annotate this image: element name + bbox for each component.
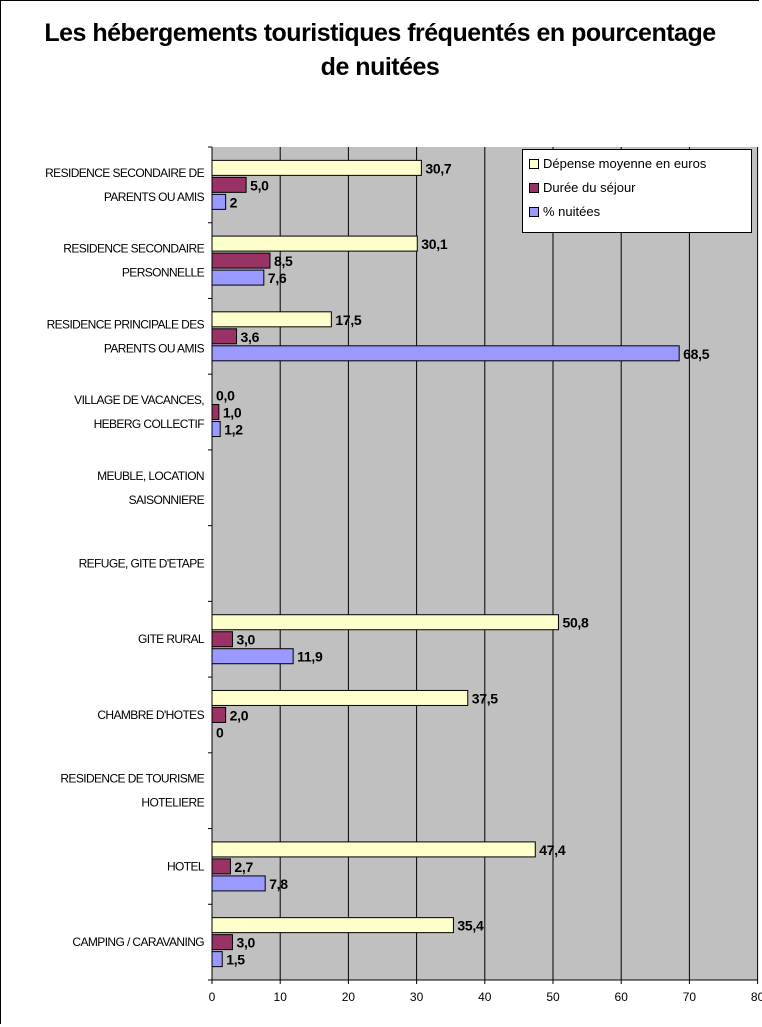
category-labels: RESIDENCE SECONDAIRE DE PARENTS OU AMIS RE…: [45, 166, 205, 949]
category-label: RESIDENCE PRINCIPALE DES: [47, 317, 205, 331]
category-label: SAISONNIERE: [129, 493, 205, 507]
data-label: 30,7: [425, 160, 452, 176]
data-label: 3,0: [236, 935, 255, 951]
legend-swatch: [529, 182, 539, 193]
bar: [211, 706, 227, 723]
category-label: CAMPING / CARAVANING: [72, 935, 204, 949]
bar: [211, 875, 266, 892]
data-label: 0: [216, 724, 224, 740]
data-label: 17,5: [335, 312, 362, 328]
x-tick-label: 50: [546, 990, 560, 1004]
category-label: HOTELIERE: [141, 796, 204, 810]
bar: [211, 159, 422, 176]
legend-label: % nuitées: [543, 204, 601, 219]
legend-item: Dépense moyenne en euros: [529, 156, 706, 171]
data-label: 68,5: [683, 346, 710, 362]
data-label: 7,6: [268, 270, 287, 286]
legend-item: Durée du séjour: [529, 180, 636, 195]
data-label: 2,7: [234, 859, 253, 875]
category-label: PARENTS OU AMIS: [104, 190, 205, 204]
bar: [211, 858, 231, 875]
x-tick-label: 10: [274, 990, 288, 1004]
x-tick-label: 80: [751, 990, 762, 1004]
x-tick-label: 0: [209, 990, 216, 1004]
category-label: RESIDENCE SECONDAIRE DE: [45, 166, 204, 180]
bar: [211, 269, 265, 286]
bar: [211, 841, 536, 858]
chart-title-text: Les hébergements touristiques fréquentés…: [44, 19, 716, 81]
bar: [211, 404, 220, 421]
data-label: 5,0: [250, 177, 269, 193]
bar: [211, 951, 223, 968]
category-label: HOTEL: [167, 859, 205, 873]
x-tick-label: 20: [342, 990, 356, 1004]
data-label: 2,0: [230, 707, 249, 723]
category-label: RESIDENCE SECONDAIRE: [63, 242, 204, 256]
x-tick-label: 60: [615, 990, 629, 1004]
data-label: 47,4: [539, 842, 566, 858]
category-label: REFUGE, GITE D'ETAPE: [79, 557, 205, 571]
data-label: 7,8: [269, 876, 288, 892]
x-tick-label: 40: [478, 990, 492, 1004]
legend-swatch: [529, 158, 539, 169]
bar: [211, 934, 233, 951]
x-tick-label: 30: [410, 990, 424, 1004]
data-label: 2: [230, 194, 238, 210]
bar: [211, 917, 454, 934]
category-label: PERSONNELLE: [122, 266, 205, 280]
data-label: 1,5: [226, 952, 245, 968]
data-label: 50,8: [562, 615, 589, 631]
data-label: 3,6: [241, 329, 260, 345]
data-labels: 30,7 5,0 2 30,1 8,57,6 17,5 3,6 68,5 0,01,01,2 50…: [216, 160, 710, 967]
data-label: 1,2: [224, 422, 243, 438]
category-label: VILLAGE DE VACANCES,: [74, 393, 204, 407]
bar: [211, 328, 238, 345]
bars: [211, 159, 680, 968]
bar: [211, 648, 294, 665]
bar: [211, 614, 559, 631]
category-label: HEBERG COLLECTIF: [94, 417, 205, 431]
category-label: PARENTS OU AMIS: [104, 341, 205, 355]
bar: [211, 631, 233, 648]
bar: [211, 421, 221, 438]
bar: [211, 311, 332, 328]
legend-item: % nuitées: [529, 204, 600, 219]
legend-label: Dépense moyenne en euros: [543, 156, 707, 171]
data-label: 11,9: [297, 649, 323, 665]
bar: [211, 252, 271, 269]
category-label: CHAMBRE D'HOTES: [97, 708, 204, 722]
data-label: 8,5: [274, 253, 293, 269]
x-tick-label: 70: [683, 990, 697, 1004]
category-label: MEUBLE, LOCATION: [97, 469, 204, 483]
bar: [211, 176, 247, 193]
legend-label: Durée du séjour: [543, 180, 636, 195]
x-tick-labels: 0 10 20 30 40 50 60 70 80: [209, 990, 762, 1004]
axes: [208, 146, 759, 984]
data-label: 0,0: [216, 388, 235, 404]
legend-swatch: [529, 206, 539, 217]
data-label: 3,0: [236, 632, 255, 648]
data-label: 30,1: [421, 236, 448, 252]
bar: [211, 193, 227, 210]
chart-title: Les hébergements touristiques fréquentés…: [40, 16, 720, 84]
data-label: 35,4: [457, 918, 484, 934]
grid-lines: [279, 147, 759, 980]
category-label: GITE RURAL: [138, 632, 205, 646]
bar: [211, 345, 680, 362]
bar: [211, 235, 418, 252]
data-label: 37,5: [472, 690, 499, 706]
bar: [211, 689, 469, 706]
category-label: RESIDENCE DE TOURISME: [60, 772, 204, 786]
legend: Dépense moyenne en euros Durée du séjour%…: [522, 149, 752, 233]
data-label: 1,0: [223, 405, 242, 421]
